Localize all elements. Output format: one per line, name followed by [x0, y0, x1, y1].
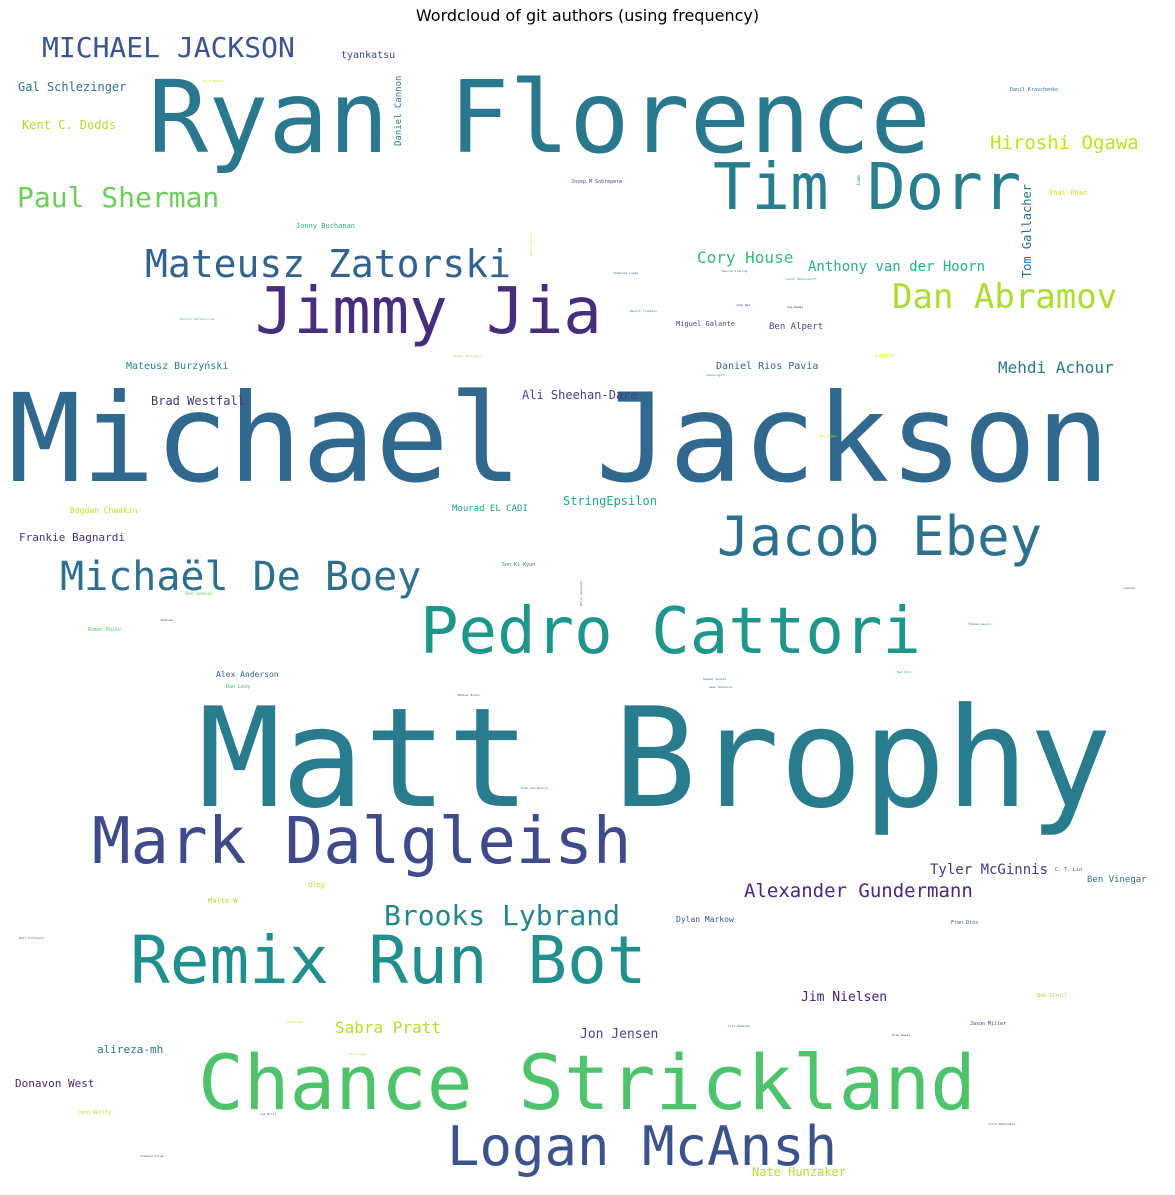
- word: tyankatsu: [341, 50, 396, 61]
- word: DominicM7: [287, 1020, 304, 1024]
- word: Brad Westfall: [151, 394, 245, 408]
- word: Roman Boiko: [88, 627, 122, 633]
- word: Mourad EL CADI: [452, 504, 528, 514]
- word: Karolis Narkevicius: [180, 317, 215, 321]
- word: Michaël De Boey: [60, 554, 422, 600]
- word: Dan Levy: [226, 684, 251, 690]
- word: Jimmy Jia: [255, 275, 602, 349]
- word: Josep M Sobrepere: [571, 179, 623, 185]
- word: Son Ki-Kyun: [502, 562, 536, 568]
- word: Anthony van der Hoorn: [808, 259, 986, 275]
- word: Sabra Pratt: [335, 1018, 441, 1037]
- word: Henrik Treling: [722, 269, 748, 273]
- word: Hiroshi Ogawa: [990, 132, 1139, 154]
- word: Gal Schlezinger: [18, 80, 127, 94]
- word: Drew Reese: [892, 1033, 911, 1037]
- word: Nathan Brown: [458, 693, 480, 697]
- word: Dan Abramov: [892, 277, 1118, 317]
- word: Aaron Shafovaloff: [786, 277, 817, 281]
- word: Brooks Lybrand: [384, 899, 621, 932]
- word: Michael Jackson: [8, 368, 1110, 510]
- word: Johannes Luepe: [613, 271, 639, 275]
- word: Logan McAnsh: [447, 1115, 838, 1178]
- word: Mateusz Zatorski: [145, 242, 512, 286]
- figure-title: Wordcloud of git authors (using frequenc…: [415, 6, 760, 25]
- word: Dylan Markow: [676, 915, 734, 924]
- word: Chance Strickland: [198, 1038, 976, 1127]
- word: C. T. Lin: [1055, 867, 1083, 873]
- word: Sven van Roorne: [521, 786, 549, 790]
- word: Milly Sakchook: [579, 580, 583, 606]
- word: Jeshuaa: [160, 618, 173, 622]
- word: Ali Sheehan-Dare: [522, 388, 638, 402]
- word: Andres: [1124, 586, 1135, 590]
- word: Dmytro Bozhyk: [529, 232, 533, 256]
- word: Bogdan Chadkin: [70, 506, 138, 515]
- word: Alexander Gundermann: [744, 880, 973, 902]
- word: Ned Park: [897, 670, 912, 674]
- word: Ben Johnson: [186, 591, 213, 596]
- word: Cory House: [697, 248, 794, 267]
- word: Mark Dalgleish: [92, 805, 632, 879]
- word: Miguel Galante: [676, 320, 736, 328]
- word: StringEpsilon: [563, 494, 657, 508]
- word: Daniel Cannon: [394, 75, 404, 146]
- word: alireza-mh: [97, 1043, 164, 1056]
- word: Remix Run Bot: [130, 922, 647, 999]
- word: Jon Jensen: [580, 1027, 659, 1042]
- word: Alex Anderson: [216, 670, 279, 679]
- word: Thai Phan: [1049, 189, 1087, 197]
- word: Kent C. Dodds: [22, 118, 116, 132]
- word: Paul Sherman: [17, 181, 220, 214]
- word: Bob Sagan: [820, 434, 837, 438]
- word: Ben Alpert: [769, 322, 824, 332]
- word: Jacob Madhen: [202, 79, 224, 83]
- word: Ilja Dadecka: [728, 1024, 750, 1028]
- word: Ryan Florence: [148, 59, 931, 176]
- word: Tim Dorr: [713, 151, 1022, 225]
- wordcloud: Michael Jackson Matt Brophy Ryan Florenc…: [0, 30, 1175, 1195]
- word: MICHAEL JACKSON: [42, 31, 295, 64]
- word: Thibaud Colas: [140, 1154, 164, 1158]
- word: Matt Soltowski: [19, 936, 45, 940]
- word: Bob Ziroll: [1037, 993, 1068, 999]
- word: Pedro Cattori: [420, 595, 921, 669]
- word: Gregor Weilemann: [453, 354, 482, 358]
- word: Joe Haags: [787, 305, 804, 309]
- word: Sean Robinson: [709, 685, 733, 689]
- word: Matt Brophy: [198, 678, 1112, 839]
- word: Donavon West: [15, 1077, 95, 1090]
- word: Fran Dios: [951, 920, 979, 926]
- word: Jim Nielsen: [801, 990, 888, 1005]
- word: Colin McDonnell: [988, 1122, 1016, 1126]
- word: unsoursgit: [706, 373, 725, 377]
- word: Daniel Rios Pavia: [716, 361, 819, 372]
- word: Jonny Buchanan: [296, 222, 356, 230]
- word: Oleg: [308, 881, 325, 889]
- word: Danil Kravchenko: [1010, 87, 1059, 93]
- word: John Nes: [736, 303, 751, 307]
- word: Tom Gallacher: [1020, 184, 1034, 278]
- word: Joe Brill: [260, 1112, 277, 1116]
- word: Lowb: [856, 175, 861, 185]
- word: Shodai Suzuki: [703, 677, 727, 681]
- word: Frankie Bagnardi: [19, 531, 125, 544]
- word: Nate Hunzaker: [752, 1165, 846, 1179]
- word: Mateusz Burzyński: [126, 361, 229, 372]
- word: Mehdi Achour: [998, 358, 1114, 377]
- word: Thomas Gaucin: [968, 622, 992, 626]
- word: Malte W: [208, 897, 238, 905]
- word: Leo Singer: [349, 1052, 368, 1056]
- word: Jacob Ebey: [717, 505, 1043, 568]
- word: John Reilly: [78, 1110, 112, 1116]
- word: Lodash: [876, 353, 895, 359]
- word: Ben Vinegar: [1087, 875, 1147, 885]
- word: Benoit Tremblay: [630, 309, 658, 313]
- word: Tyler McGinnis: [930, 862, 1049, 878]
- word: Jason Miller: [970, 1021, 1007, 1027]
